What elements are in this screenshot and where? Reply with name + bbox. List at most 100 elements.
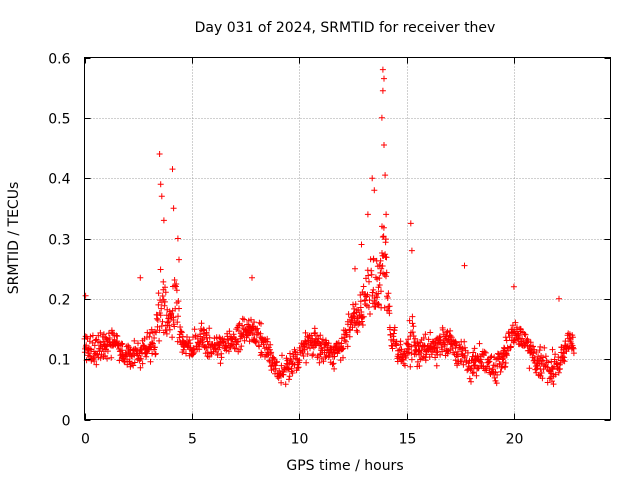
data-point <box>119 341 126 348</box>
data-points <box>81 66 577 388</box>
data-point <box>113 332 120 339</box>
data-point <box>466 375 473 382</box>
data-point <box>460 361 467 368</box>
x-tick-labels: 0 5 10 15 20 <box>81 432 523 448</box>
data-point <box>289 370 296 376</box>
data-point <box>370 286 377 293</box>
data-point <box>253 326 260 333</box>
data-point <box>537 358 544 365</box>
data-point <box>408 343 415 350</box>
data-point <box>310 351 317 358</box>
data-point <box>502 360 509 366</box>
data-point <box>296 357 303 364</box>
data-point <box>359 322 366 328</box>
data-point <box>300 353 307 359</box>
data-point <box>369 289 376 296</box>
data-point <box>494 371 501 378</box>
data-point <box>157 312 164 319</box>
data-point <box>87 346 94 353</box>
data-point <box>308 332 315 339</box>
data-point <box>453 342 460 349</box>
data-point <box>97 355 104 362</box>
data-point <box>292 355 299 362</box>
data-point <box>152 350 159 357</box>
data-point <box>407 363 414 370</box>
data-point <box>510 283 517 290</box>
data-point <box>161 298 168 305</box>
data-point <box>550 381 557 388</box>
data-point <box>386 310 393 317</box>
data-point <box>157 266 164 273</box>
y-tick-labels: 0 0.1 0.2 0.3 0.4 0.5 0.6 <box>48 52 70 430</box>
plot-frame <box>84 57 611 420</box>
data-point <box>157 181 164 188</box>
data-point <box>453 339 459 346</box>
data-point <box>268 349 275 356</box>
data-point <box>159 318 166 325</box>
data-point <box>552 351 559 358</box>
y-tick-label: 0.2 <box>48 293 70 309</box>
data-point <box>319 336 326 343</box>
data-point <box>214 352 221 358</box>
data-point <box>344 343 351 350</box>
data-point <box>241 316 248 323</box>
data-point <box>149 339 155 346</box>
data-point <box>254 325 261 332</box>
data-point <box>147 330 154 337</box>
data-point <box>351 305 358 312</box>
data-point <box>346 333 353 340</box>
data-point <box>267 341 274 348</box>
data-point <box>408 356 415 363</box>
data-point <box>224 337 231 344</box>
data-point <box>410 333 417 339</box>
data-point <box>295 364 302 371</box>
data-point <box>379 66 386 73</box>
data-point <box>162 289 169 296</box>
data-point <box>517 326 524 333</box>
data-point <box>405 336 412 343</box>
data-point <box>366 278 372 285</box>
data-point <box>226 328 233 335</box>
data-point <box>158 193 165 200</box>
data-point <box>433 344 440 351</box>
data-point <box>325 340 332 347</box>
data-point <box>89 332 96 339</box>
data-point <box>231 345 238 352</box>
data-point <box>422 331 429 338</box>
data-point <box>354 315 360 322</box>
data-point <box>175 298 182 305</box>
data-point <box>196 346 203 353</box>
data-point <box>151 335 158 341</box>
data-point <box>180 346 187 353</box>
data-point <box>320 358 327 365</box>
data-point <box>381 75 387 82</box>
data-point <box>385 290 392 297</box>
data-point <box>377 269 384 276</box>
data-point <box>358 241 365 248</box>
data-point <box>139 360 146 367</box>
data-point <box>192 332 199 339</box>
data-point <box>307 345 313 352</box>
data-point <box>382 172 389 179</box>
data-point <box>364 211 371 218</box>
data-point <box>343 338 349 345</box>
data-point <box>402 362 408 369</box>
data-point <box>131 337 138 344</box>
data-point <box>304 351 311 357</box>
data-point <box>364 267 371 274</box>
data-point <box>569 334 576 341</box>
data-point <box>237 346 243 353</box>
data-point <box>552 371 559 378</box>
data-point <box>366 297 373 304</box>
data-point <box>437 351 444 358</box>
data-point <box>93 361 100 368</box>
data-point <box>365 272 372 279</box>
data-point <box>169 166 176 173</box>
data-point <box>551 363 557 370</box>
data-point <box>183 350 189 357</box>
y-tick-label: 0.1 <box>48 353 70 369</box>
data-point <box>163 330 170 337</box>
data-point <box>376 275 383 282</box>
data-point <box>146 333 153 340</box>
data-point <box>149 340 156 347</box>
